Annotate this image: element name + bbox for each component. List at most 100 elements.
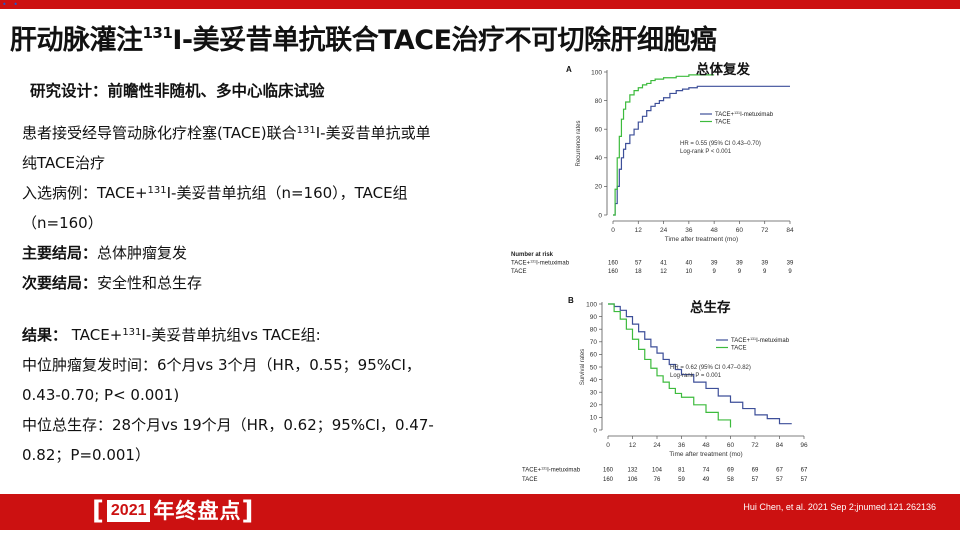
logrank-annotation: Log-rank P < 0.001 xyxy=(680,149,732,155)
x-tick-label: 36 xyxy=(678,442,686,449)
results-line-3: 中位总生存：28个月vs 19个月（HR，0.62；95%CI，0.47- xyxy=(22,416,434,434)
enrollment-line-1: 入选病例：TACE+131I-美妥昔单抗组（n=160），TACE组 xyxy=(22,184,408,202)
slide-title: 肝动脉灌注131I-美妥昔单抗联合TACE治疗不可切除肝细胞癌 xyxy=(10,24,717,56)
risk-value: 40 xyxy=(686,261,693,267)
y-tick-label: 50 xyxy=(590,364,598,371)
risk-value: 39 xyxy=(761,261,768,267)
y-tick-label: 80 xyxy=(595,98,603,105)
risk-value: 9 xyxy=(763,269,767,275)
y-tick-label: 100 xyxy=(586,301,597,308)
risk-row-label: TACE xyxy=(511,269,527,275)
y-tick-label: 90 xyxy=(590,314,598,321)
top-dots-decoration: • • xyxy=(2,0,20,9)
risk-value: 57 xyxy=(776,477,783,483)
recurrence-chart-title: 总体复发 xyxy=(696,62,750,78)
x-tick-label: 48 xyxy=(711,227,719,234)
y-axis-label: Recurrence rates xyxy=(576,120,582,166)
x-tick-label: 84 xyxy=(776,442,784,449)
risk-table-title: Number at risk xyxy=(511,252,554,258)
results-heading: 结果： TACE+131I-美妥昔单抗组vs TACE组: xyxy=(22,326,321,344)
risk-value: 81 xyxy=(678,468,685,474)
risk-value: 57 xyxy=(752,477,759,483)
risk-value: 57 xyxy=(801,477,808,483)
y-tick-label: 60 xyxy=(590,352,598,359)
y-tick-label: 20 xyxy=(595,184,603,191)
x-tick-label: 60 xyxy=(727,442,735,449)
description-line-1: 患者接受经导管动脉化疗栓塞(TACE)联合131I-美妥昔单抗或单 xyxy=(22,124,431,142)
survival-chart-title: 总生存 xyxy=(690,300,731,316)
hr-annotation: HR = 0.55 (95% CI 0.43–0.70) xyxy=(680,141,761,147)
description-line-2: 纯TACE治疗 xyxy=(22,154,105,172)
risk-value: 74 xyxy=(703,468,710,474)
legend-entry: TACE+131I-metuximab xyxy=(715,111,774,118)
risk-value: 9 xyxy=(712,269,716,275)
risk-value: 67 xyxy=(801,468,808,474)
risk-value: 39 xyxy=(736,261,743,267)
primary-outcome: 主要结局：总体肿瘤复发 xyxy=(22,244,188,262)
series-line-combo xyxy=(613,85,790,216)
panel-label: A xyxy=(566,65,572,74)
x-tick-label: 24 xyxy=(653,442,661,449)
x-tick-label: 48 xyxy=(702,442,710,449)
y-axis-label: Survival rates xyxy=(580,349,586,385)
risk-row-label: TACE xyxy=(522,477,538,483)
results-block: 结果： TACE+131I-美妥昔单抗组vs TACE组: 中位肿瘤复发时间：6… xyxy=(22,320,462,470)
y-tick-label: 0 xyxy=(598,212,602,219)
risk-row-label: TACE+131I-metuximab xyxy=(522,466,581,473)
logo-year: 2021 xyxy=(106,500,151,522)
risk-value: 59 xyxy=(678,477,685,483)
legend-entry: TACE+131I-metuximab xyxy=(731,337,790,344)
x-tick-label: 0 xyxy=(606,442,610,449)
risk-value: 160 xyxy=(603,477,614,483)
secondary-outcome: 次要结局：安全性和总生存 xyxy=(22,274,203,292)
series-line-combo xyxy=(608,303,792,425)
x-tick-label: 12 xyxy=(629,442,637,449)
study-description: 患者接受经导管动脉化疗栓塞(TACE)联合131I-美妥昔单抗或单 纯TACE治… xyxy=(22,118,462,298)
x-tick-label: 0 xyxy=(611,227,615,234)
results-line-4: 0.82；P=0.001） xyxy=(22,446,150,464)
y-tick-label: 80 xyxy=(590,327,598,334)
recurrence-chart: A 0 20 40 60 80 100 0 12 24 36 48 60 72 84 Time after t… xyxy=(511,65,794,275)
x-tick-label: 84 xyxy=(786,227,794,234)
legend-entry: TACE xyxy=(715,120,731,126)
x-axis-label: Time after treatment (mo) xyxy=(669,451,742,458)
y-tick-label: 40 xyxy=(590,377,598,384)
logo-label: 年终盘点 xyxy=(153,499,242,523)
risk-value: 104 xyxy=(652,468,663,474)
risk-value: 9 xyxy=(788,269,792,275)
logo-bracket-right: ] xyxy=(241,496,254,526)
x-tick-label: 60 xyxy=(736,227,744,234)
hr-annotation: HR = 0.62 (95% CI 0.47–0.82) xyxy=(670,365,751,371)
risk-value: 160 xyxy=(608,261,619,267)
series-line-tace xyxy=(613,74,715,216)
risk-value: 9 xyxy=(738,269,742,275)
study-design-heading: 研究设计：前瞻性非随机、多中心临床试验 xyxy=(30,82,325,100)
x-tick-label: 96 xyxy=(800,442,808,449)
legend-entry: TACE xyxy=(731,346,747,352)
risk-value: 160 xyxy=(603,468,614,474)
y-tick-label: 60 xyxy=(595,127,603,134)
risk-row-label: TACE+131I-metuximab xyxy=(511,259,570,266)
risk-value: 12 xyxy=(660,269,667,275)
y-tick-label: 20 xyxy=(590,402,598,409)
x-tick-label: 72 xyxy=(751,442,759,449)
series-line-tace xyxy=(608,303,732,428)
y-tick-label: 40 xyxy=(595,155,603,162)
x-tick-label: 72 xyxy=(761,227,769,234)
logrank-annotation: Log-rank P = 0.001 xyxy=(670,373,722,379)
risk-value: 69 xyxy=(727,468,734,474)
x-tick-label: 24 xyxy=(660,227,668,234)
y-tick-label: 10 xyxy=(590,415,598,422)
x-tick-label: 12 xyxy=(635,227,643,234)
risk-value: 106 xyxy=(627,477,638,483)
results-line-2: 0.43-0.70; P< 0.001) xyxy=(22,386,180,404)
x-tick-label: 36 xyxy=(685,227,693,234)
risk-value: 132 xyxy=(627,468,638,474)
risk-value: 76 xyxy=(654,477,661,483)
citation: Hui Chen, et al. 2021 Sep 2;jnumed.121.2… xyxy=(743,502,936,512)
risk-value: 41 xyxy=(660,261,667,267)
top-accent-bar xyxy=(0,0,960,9)
risk-value: 10 xyxy=(686,269,693,275)
risk-value: 39 xyxy=(787,261,794,267)
survival-chart: B 0 10 20 30 40 50 60 70 80 90 100 0 12 24 36 48 60 72 84 96… xyxy=(522,296,808,483)
